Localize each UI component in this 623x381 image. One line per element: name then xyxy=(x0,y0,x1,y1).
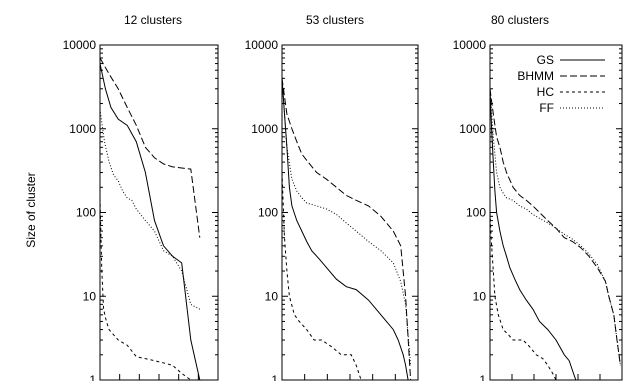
series-line-ff xyxy=(489,88,621,366)
series-line-bhmm xyxy=(99,57,201,238)
legend: GS BHMM HC FF xyxy=(517,53,605,115)
y-tick-label: 10 xyxy=(265,289,279,303)
series-line-bhmm xyxy=(489,88,621,366)
plot-frame xyxy=(489,44,623,381)
legend-label: FF xyxy=(539,101,554,115)
panel-title: 53 clusters xyxy=(306,13,364,27)
legend-label: BHMM xyxy=(517,69,554,83)
panel-title: 12 clusters xyxy=(124,13,182,27)
y-tick-label: 1000 xyxy=(459,122,486,136)
y-tick-label: 10000 xyxy=(63,38,97,52)
y-tick-label: 1000 xyxy=(69,122,96,136)
panel-title: 80 clusters xyxy=(491,13,549,27)
series-line-bhmm xyxy=(281,78,412,381)
y-tick-label: 10000 xyxy=(245,38,279,52)
y-tick-label: 10000 xyxy=(453,38,487,52)
y-tick-label: 1 xyxy=(479,373,486,381)
series-line-hc xyxy=(489,212,557,381)
y-tick-label: 1 xyxy=(89,373,96,381)
legend-label: HC xyxy=(537,85,555,99)
y-tick-label: 10 xyxy=(473,289,487,303)
series-line-hc xyxy=(281,172,369,381)
y-tick-label: 100 xyxy=(76,206,96,220)
y-tick-label: 100 xyxy=(466,206,486,220)
series-line-ff xyxy=(99,109,201,310)
panel-12-clusters: 12 clusters 1 10 100 1000 10000 xyxy=(63,13,219,381)
y-tick-label: 1 xyxy=(271,373,278,381)
y-tick-label: 100 xyxy=(258,206,278,220)
panel-53-clusters: 53 clusters 1 10 100 1000 10000 xyxy=(245,13,419,381)
plot-frame xyxy=(99,44,219,381)
series-line-gs xyxy=(99,63,201,381)
panel-80-clusters: 80 clusters 1 10 100 1000 10000 GS BHMM HC FF xyxy=(453,13,623,381)
series-line-gs xyxy=(281,78,409,381)
y-tick-label: 1000 xyxy=(251,122,278,136)
series-line-hc xyxy=(99,197,200,381)
legend-label: GS xyxy=(537,53,554,67)
y-axis-label: Size of cluster xyxy=(24,172,38,247)
series-line-ff xyxy=(281,78,412,366)
plot-frame xyxy=(281,44,419,381)
y-tick-label: 10 xyxy=(83,289,97,303)
series-line-gs xyxy=(489,88,577,381)
